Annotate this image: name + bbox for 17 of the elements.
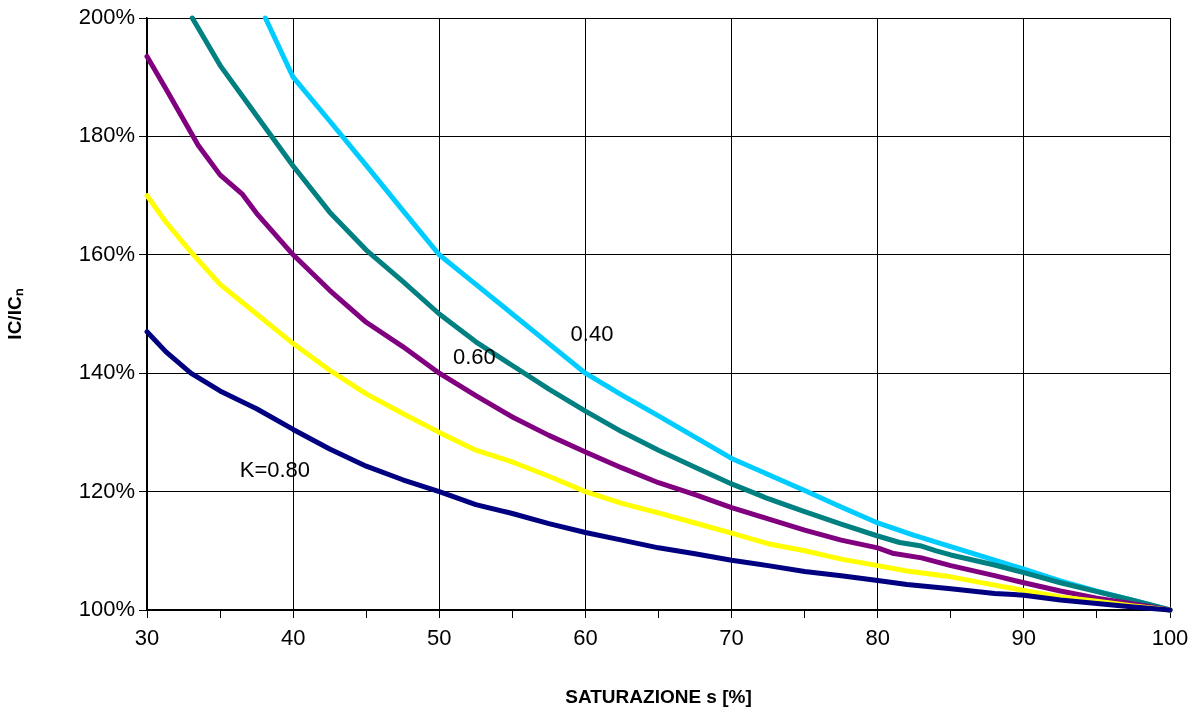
annotation: 0.60 [452,344,496,370]
y-tick-label: 100% [78,596,135,622]
x-tick-label: 70 [719,625,744,651]
x-tick-label: 100 [1151,625,1189,651]
y-axis-title: IC/ICₙ [3,288,25,340]
y-tick-label: 160% [78,240,135,266]
y-tick-label: 200% [78,4,135,30]
y-tick-label: 180% [78,122,135,148]
y-tick-label: 120% [78,477,135,503]
x-tick-label: 80 [865,625,890,651]
x-tick-label: 90 [1011,625,1037,651]
x-tick-label: 60 [573,625,598,651]
x-tick-label: 40 [280,625,306,651]
x-axis-title: SATURAZIONE s [%] [565,685,752,707]
x-tick-label: 30 [134,625,160,651]
x-tick-label: 50 [427,625,452,651]
y-tick-label: 140% [78,359,135,385]
